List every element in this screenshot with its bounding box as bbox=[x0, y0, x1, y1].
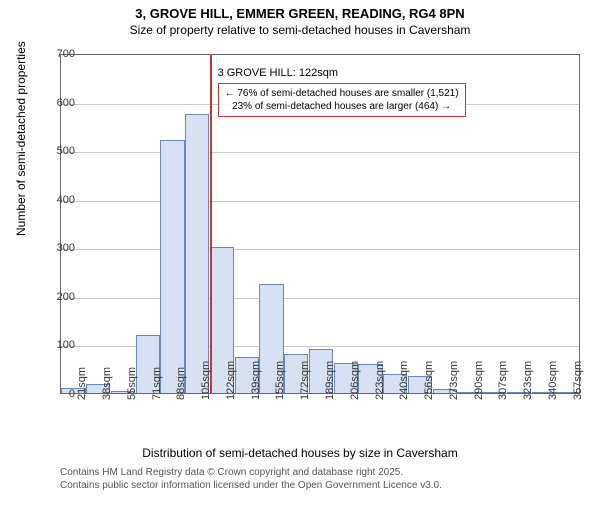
y-tick-label: 0 bbox=[35, 388, 75, 400]
x-tick-label: 155sqm bbox=[274, 361, 286, 400]
x-tick-label: 357sqm bbox=[572, 361, 584, 400]
histogram-bar bbox=[185, 114, 209, 393]
x-tick-label: 323sqm bbox=[522, 361, 534, 400]
gridline bbox=[61, 298, 579, 299]
y-tick-label: 100 bbox=[35, 339, 75, 351]
x-tick-label: 38sqm bbox=[101, 367, 113, 400]
x-tick-label: 105sqm bbox=[200, 361, 212, 400]
x-tick-label: 21sqm bbox=[76, 367, 88, 400]
y-tick-label: 400 bbox=[35, 194, 75, 206]
marker-title: 3 GROVE HILL: 122sqm bbox=[218, 67, 338, 79]
x-tick-label: 290sqm bbox=[473, 361, 485, 400]
marker-line bbox=[210, 55, 212, 393]
annotation-line1: ← 76% of semi-detached houses are smalle… bbox=[225, 87, 459, 100]
x-tick-label: 240sqm bbox=[398, 361, 410, 400]
histogram-bar bbox=[160, 140, 184, 393]
x-tick-label: 307sqm bbox=[497, 361, 509, 400]
y-axis-label: Number of semi-detached properties bbox=[14, 41, 28, 236]
y-tick-label: 300 bbox=[35, 242, 75, 254]
y-tick-label: 200 bbox=[35, 291, 75, 303]
x-tick-label: 71sqm bbox=[151, 367, 163, 400]
annotation-line2: 23% of semi-detached houses are larger (… bbox=[225, 100, 459, 113]
attribution-text: Contains HM Land Registry data © Crown c… bbox=[60, 466, 442, 492]
x-tick-label: 139sqm bbox=[250, 361, 262, 400]
x-tick-label: 88sqm bbox=[175, 367, 187, 400]
x-tick-label: 223sqm bbox=[374, 361, 386, 400]
x-tick-label: 340sqm bbox=[547, 361, 559, 400]
x-tick-label: 122sqm bbox=[225, 361, 237, 400]
x-tick-label: 172sqm bbox=[299, 361, 311, 400]
x-tick-label: 206sqm bbox=[349, 361, 361, 400]
attribution-line2: Contains public sector information licen… bbox=[60, 479, 442, 492]
annotation-box: ← 76% of semi-detached houses are smalle… bbox=[218, 83, 466, 117]
x-tick-label: 189sqm bbox=[324, 361, 336, 400]
chart-title: 3, GROVE HILL, EMMER GREEN, READING, RG4… bbox=[0, 6, 600, 21]
x-tick-label: 55sqm bbox=[126, 367, 138, 400]
plot-area: 3 GROVE HILL: 122sqm ← 76% of semi-detach… bbox=[60, 54, 580, 394]
y-tick-label: 700 bbox=[35, 48, 75, 60]
x-tick-label: 273sqm bbox=[448, 361, 460, 400]
gridline bbox=[61, 201, 579, 202]
x-axis-label: Distribution of semi-detached houses by … bbox=[0, 446, 600, 460]
chart-subtitle: Size of property relative to semi-detach… bbox=[0, 23, 600, 37]
gridline bbox=[61, 152, 579, 153]
attribution-line1: Contains HM Land Registry data © Crown c… bbox=[60, 466, 442, 479]
gridline bbox=[61, 249, 579, 250]
y-tick-label: 600 bbox=[35, 97, 75, 109]
y-tick-label: 500 bbox=[35, 145, 75, 157]
x-tick-label: 256sqm bbox=[423, 361, 435, 400]
